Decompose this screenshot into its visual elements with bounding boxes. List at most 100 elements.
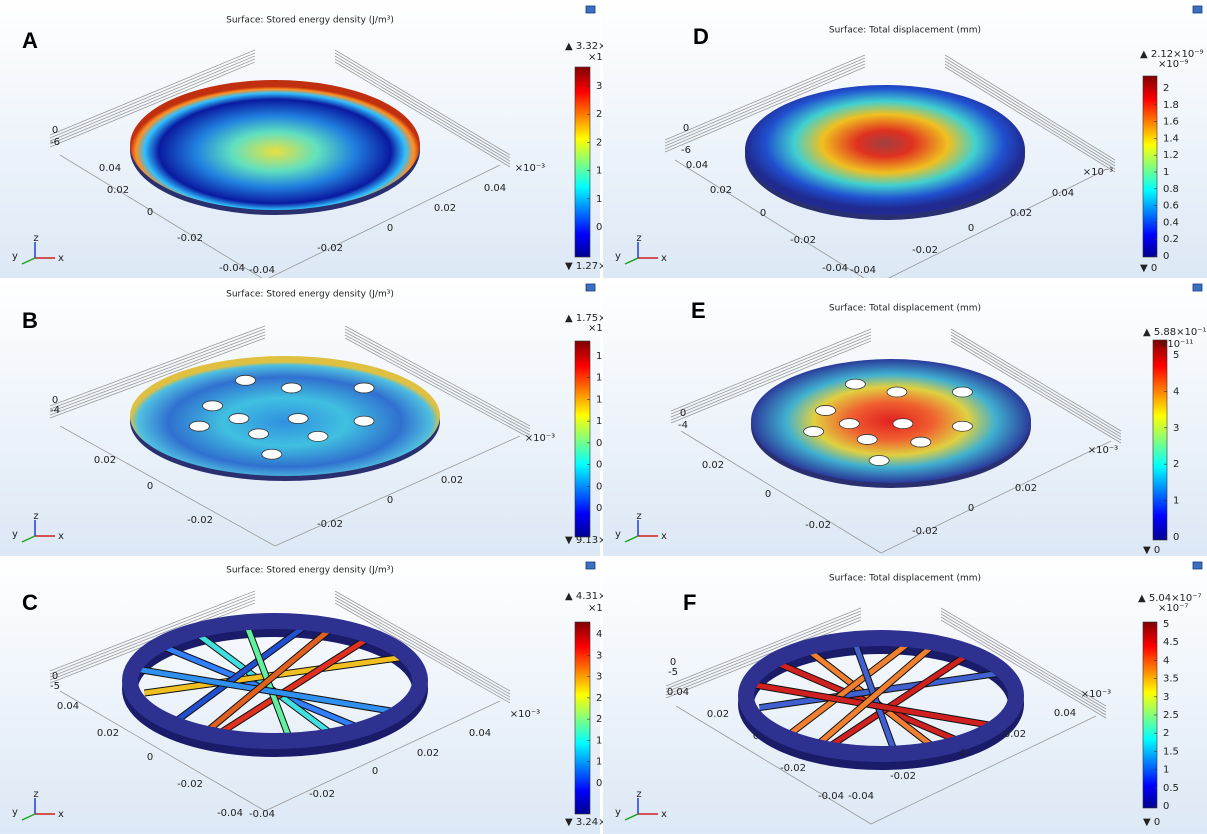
hole <box>804 427 824 437</box>
colorbar-tick-label: 1.4 <box>1163 133 1179 144</box>
axis-label: 0.02 <box>94 455 116 466</box>
colorbar-tick-label: 4 <box>1163 655 1169 666</box>
colorbar-tick-label: 4.5 <box>1163 637 1179 648</box>
panel-title: Surface: Total displacement (mm) <box>829 304 981 314</box>
colorbar-min: ▼ 0 <box>1143 817 1160 828</box>
axis-label: 0.02 <box>707 709 729 720</box>
axis-label: -0.04 <box>822 263 848 274</box>
axis-label: 0.04 <box>686 160 708 171</box>
colorbar-tick-label: 3 <box>1173 423 1179 434</box>
colorbar-tick-label: 1 <box>1173 496 1179 507</box>
camera-icon <box>586 6 595 13</box>
axis-label: -0.02 <box>177 233 203 244</box>
axis-label: 0 <box>680 408 686 419</box>
hole <box>354 383 374 393</box>
axis-label: -0.04 <box>249 809 275 820</box>
hole <box>893 419 913 429</box>
axis-label: 0.02 <box>97 728 119 739</box>
axis-label: 0.04 <box>484 183 506 194</box>
panel: Surface: Total displacement (mm)F0-50.04… <box>603 556 1207 834</box>
axis-label: -0.04 <box>850 265 876 276</box>
triad-label: y <box>12 529 18 540</box>
hole <box>952 387 972 397</box>
axis-label: 0.02 <box>107 185 129 196</box>
axis-label: 0.02 <box>417 748 439 759</box>
colorbar-tick-label: 3.5 <box>1163 674 1179 685</box>
axis-label: 0.04 <box>1054 708 1076 719</box>
colorbar-tick-label: 1 <box>1163 765 1169 776</box>
axis-label: 0.04 <box>99 163 121 174</box>
hole <box>262 449 282 459</box>
axis-label: 0.02 <box>1004 729 1026 740</box>
axis-label: -0.02 <box>317 243 343 254</box>
axis-label: 0 <box>52 125 58 136</box>
triad-label: y <box>12 251 18 262</box>
hole <box>203 401 223 411</box>
axis-label: -0.02 <box>890 771 916 782</box>
panel: Surface: Total displacement (mm)E0-40.02… <box>603 278 1207 556</box>
colorbar <box>1153 340 1167 540</box>
colorbar-tick-label: 2 <box>1163 728 1169 739</box>
triad-label: z <box>33 511 38 522</box>
panel-title: Surface: Stored energy density (J/m³) <box>226 16 394 26</box>
colorbar-tick-label: 1.8 <box>1163 100 1179 111</box>
colorbar-tick-label: 1 <box>596 194 602 205</box>
axis-label: -4 <box>678 420 688 431</box>
colorbar-tick-label: 5 <box>1173 350 1179 361</box>
triad-label: z <box>33 789 38 800</box>
triad-label: x <box>58 531 64 542</box>
panel-letter: E <box>691 298 706 323</box>
axis-label: -0.04 <box>219 263 245 274</box>
axis-label: -0.04 <box>848 791 874 802</box>
axis-label: -0.02 <box>780 763 806 774</box>
axis-label: 0 <box>968 223 974 234</box>
axis-label: 0 <box>372 766 378 777</box>
panel-title: Surface: Total displacement (mm) <box>829 574 981 584</box>
panel: Surface: Stored energy density (J/m³)A0-… <box>0 0 633 280</box>
axis-label: -0.02 <box>805 520 831 531</box>
axis-label: -0.04 <box>818 791 844 802</box>
panel: Surface: Total displacement (mm)D0-60.04… <box>603 0 1207 285</box>
hole <box>911 437 931 447</box>
axis-label: 0.02 <box>710 185 732 196</box>
colorbar <box>575 67 590 257</box>
axis-label: 0 <box>147 752 153 763</box>
hole <box>288 414 308 424</box>
figure: Surface: Stored energy density (J/m³)A0-… <box>0 0 1207 834</box>
colorbar-tick-label: 2 <box>596 137 602 148</box>
axis-label: -0.02 <box>187 515 213 526</box>
triad-label: z <box>636 789 641 800</box>
colorbar-scale: ×10⁻⁹ <box>1158 59 1188 70</box>
colorbar-tick-label: 3 <box>596 672 602 683</box>
panel: Surface: Stored energy density (J/m³)B0-… <box>0 278 633 556</box>
axis-label: -5 <box>50 681 60 692</box>
triad-label: x <box>58 253 64 264</box>
axis-label: ×10⁻³ <box>525 433 555 444</box>
axis-label: -0.02 <box>317 519 343 530</box>
colorbar-tick-label: 2 <box>596 714 602 725</box>
triad-label: y <box>615 529 621 540</box>
hole <box>229 414 249 424</box>
triad-label: z <box>636 511 641 522</box>
colorbar-max: ▲ 5.88×10⁻¹¹ <box>1143 327 1207 338</box>
axis-label: 0.02 <box>1010 208 1032 219</box>
panel-title: Surface: Total displacement (mm) <box>829 26 981 36</box>
panel-letter: F <box>683 590 696 615</box>
panel-letter: C <box>22 590 38 615</box>
colorbar <box>1143 76 1157 257</box>
axis-label: -0.02 <box>309 789 335 800</box>
axis-label: 0 <box>760 208 766 219</box>
colorbar-tick-label: 1.5 <box>1163 746 1179 757</box>
axis-label: 0.04 <box>469 728 491 739</box>
axis-label: -4 <box>50 405 60 416</box>
colorbar <box>575 622 590 814</box>
colorbar-scale: ×10⁻⁷ <box>1158 603 1188 614</box>
axis-label: 0.02 <box>441 475 463 486</box>
colorbar-tick-label: 1 <box>596 757 602 768</box>
hole <box>235 375 255 385</box>
axis-label: 0 <box>960 748 966 759</box>
hole <box>887 387 907 397</box>
colorbar-min: ▼ 0 <box>1140 263 1157 274</box>
disk <box>130 356 440 476</box>
axis-label: 0.04 <box>1052 188 1074 199</box>
